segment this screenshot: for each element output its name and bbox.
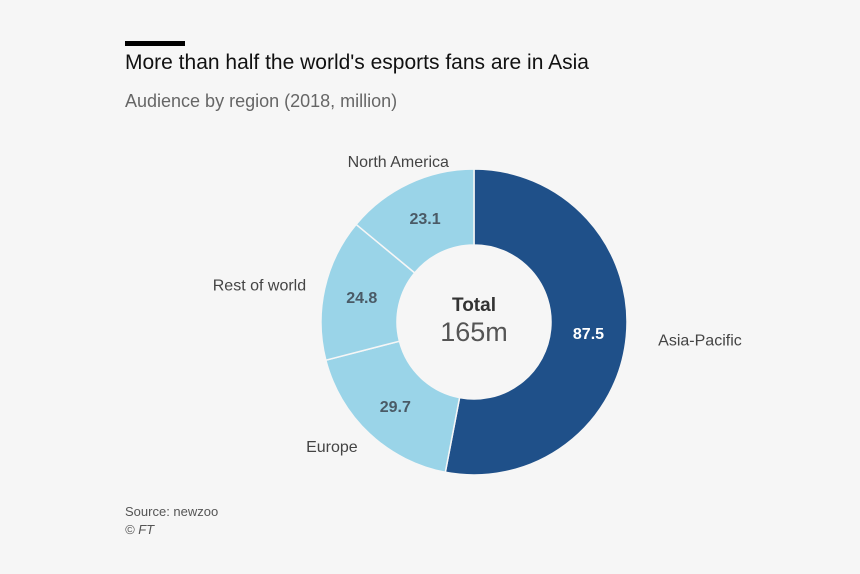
center-total-value: 165m [440, 317, 508, 347]
source-note: Source: newzoo [125, 504, 219, 519]
slice-europe [324, 340, 461, 474]
chart-subtitle: Audience by region (2018, million) [125, 91, 398, 111]
value-label-rest-of-world: 24.8 [346, 290, 377, 307]
value-label-asia-pacific: 87.5 [573, 326, 604, 343]
category-label-north-america: North America [348, 154, 449, 171]
value-label-europe: 29.7 [380, 399, 411, 416]
center-total-label: Total [452, 295, 496, 316]
slice-rest-of-world [320, 223, 416, 362]
chart-title: More than half the world's esports fans … [125, 51, 589, 74]
title-rule [125, 41, 185, 46]
slice-north-america [355, 168, 475, 274]
category-label-rest-of-world: Rest of world [213, 278, 306, 295]
value-label-north-america: 23.1 [409, 211, 440, 228]
category-label-europe: Europe [306, 439, 358, 456]
slice-asia-pacific [444, 168, 628, 476]
category-label-asia-pacific: Asia-Pacific [658, 332, 742, 349]
credit-note: © FT [125, 522, 155, 537]
